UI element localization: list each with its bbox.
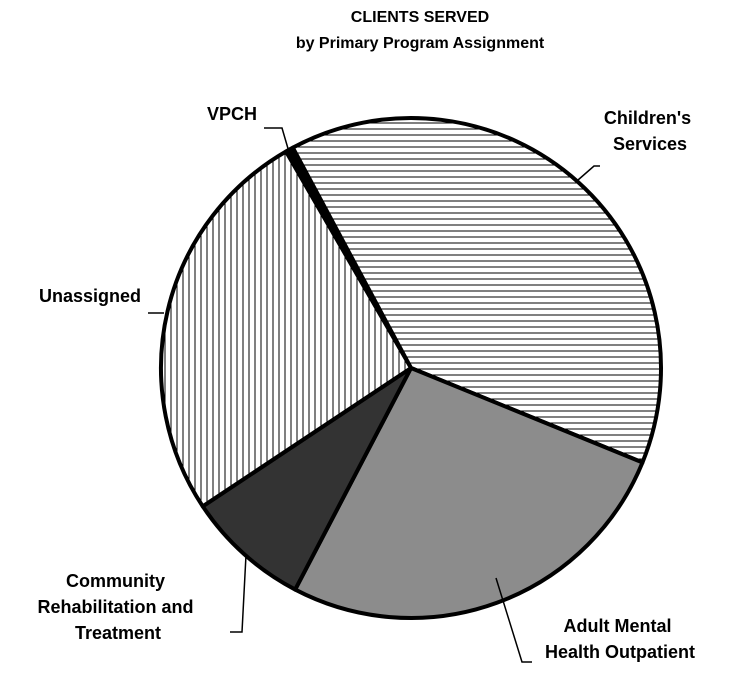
slice-label: Unassigned — [39, 286, 141, 306]
chart-title: CLIENTS SERVED — [351, 9, 489, 26]
leader-line — [495, 577, 532, 663]
leader-line — [230, 554, 247, 633]
pie-slice — [200, 366, 413, 592]
slice-label: VPCH — [207, 104, 257, 124]
chart-subtitle: by Primary Program Assignment — [296, 35, 545, 52]
pie-slice — [159, 149, 413, 509]
slice-label: Community Rehabilitation and Treatment — [37, 571, 198, 643]
leader-line — [264, 127, 290, 153]
slice-label: Adult Mental Health Outpatient — [545, 616, 695, 662]
pie-slice — [290, 116, 663, 465]
slice-label: Children's Services — [604, 108, 696, 154]
pie-slice — [293, 366, 645, 620]
leader-line — [577, 165, 600, 181]
